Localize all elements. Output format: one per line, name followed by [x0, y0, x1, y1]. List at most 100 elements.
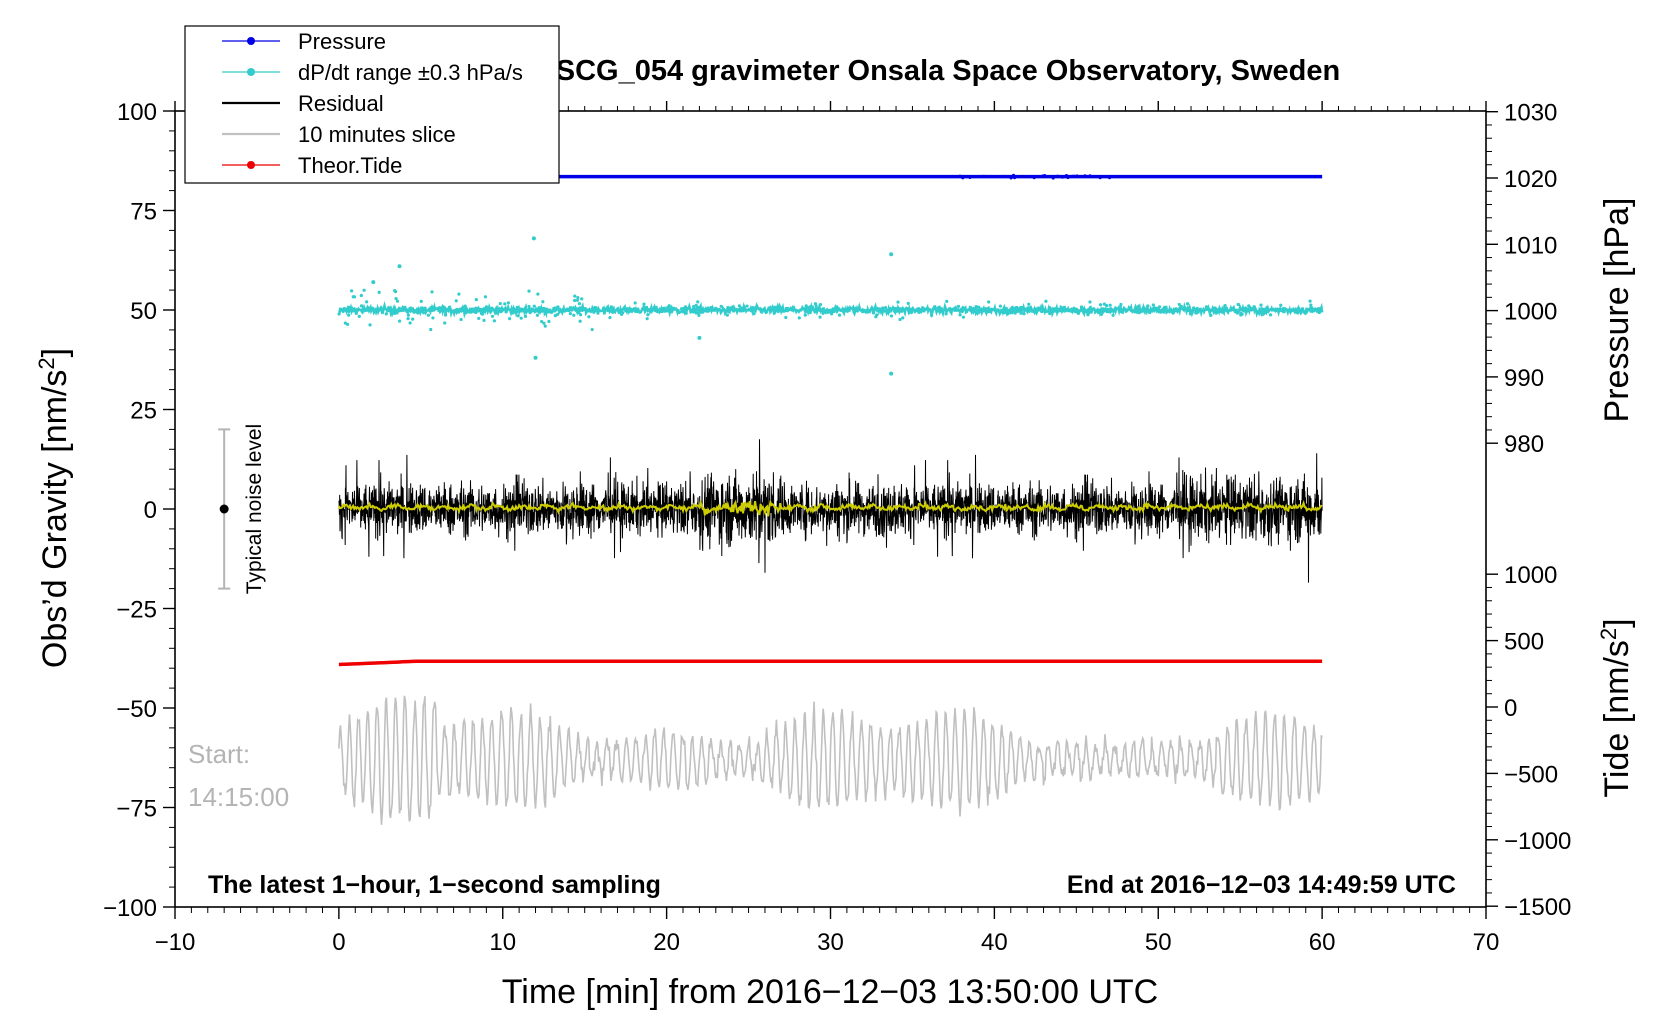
dpdt-point: [830, 312, 834, 316]
dpdt-point: [1022, 312, 1026, 316]
y-tick-label: 100: [117, 99, 157, 126]
pressure-point: [1088, 174, 1092, 178]
dpdt-point: [690, 308, 694, 312]
dpdt-point: [398, 308, 402, 312]
dpdt-point: [498, 309, 502, 313]
dpdt-point: [945, 299, 949, 303]
noise-level-indicator: [218, 428, 231, 590]
dpdt-point: [443, 321, 447, 325]
dpdt-point: [969, 308, 973, 313]
pressure-point: [1064, 174, 1068, 178]
dpdt-point: [961, 315, 966, 319]
dpdt-point: [596, 308, 600, 312]
y-tick-label: −25: [116, 597, 157, 624]
dpdt-point: [1054, 309, 1058, 313]
dpdt-point: [706, 308, 711, 313]
dpdt-point: [805, 309, 809, 313]
dpdt-point: [964, 308, 968, 312]
pressure-point: [1043, 173, 1047, 177]
pressure-point: [949, 175, 953, 179]
dpdt-point: [575, 298, 580, 302]
pressure-tick-label: 990: [1504, 365, 1544, 392]
dpdt-point: [1105, 309, 1109, 314]
dpdt-point: [1209, 313, 1213, 317]
dpdt-point: [960, 309, 964, 314]
pressure-point: [1013, 176, 1017, 180]
dpdt-point: [540, 306, 544, 311]
x-tick-label: 10: [489, 929, 516, 956]
dpdt-point: [1214, 311, 1218, 315]
dpdt-point: [523, 314, 527, 318]
pressure-point: [1032, 176, 1036, 180]
dpdt-point: [503, 302, 507, 306]
y-axis-title-tide: Tide [nm/s2]: [1596, 618, 1637, 797]
dpdt-point: [1266, 309, 1270, 314]
dpdt-point: [901, 316, 905, 320]
dpdt-point: [590, 327, 594, 332]
series-layer: [337, 173, 1324, 825]
dpdt-point: [1236, 302, 1240, 307]
x-tick-label: 30: [817, 929, 844, 956]
dpdt-point: [1105, 303, 1109, 308]
dpdt-point: [1164, 306, 1168, 310]
dpdt-point: [752, 312, 756, 316]
dpdt-point: [572, 313, 576, 317]
dpdt-point: [624, 306, 628, 311]
dpdt-outlier: [371, 280, 376, 285]
dpdt-outlier: [397, 264, 402, 269]
dpdt-point: [376, 307, 380, 311]
dpdt-point: [837, 313, 842, 317]
dpdt-point: [430, 290, 434, 294]
dpdt-point: [875, 313, 879, 317]
dpdt-point: [684, 311, 688, 315]
dpdt-point: [1108, 303, 1112, 307]
pressure-point: [1011, 173, 1015, 177]
dpdt-point: [578, 313, 583, 317]
dpdt-point: [1133, 310, 1137, 314]
legend-label: Theor.Tide: [298, 153, 402, 178]
dpdt-point: [1086, 308, 1090, 312]
legend-marker: [247, 68, 255, 76]
dpdt-point: [1190, 310, 1194, 314]
dpdt-point: [1111, 313, 1115, 317]
dpdt-point: [519, 316, 523, 320]
start-time: 14:15:00: [188, 782, 289, 812]
dpdt-point: [1038, 307, 1042, 312]
dpdt-point: [362, 288, 366, 292]
dpdt-point: [696, 300, 700, 304]
dpdt-point: [1268, 313, 1273, 317]
dpdt-point: [642, 302, 646, 306]
dpdt-point: [469, 310, 473, 314]
dpdt-point: [482, 307, 486, 311]
dpdt-point: [1157, 305, 1162, 309]
dpdt-point: [566, 308, 571, 312]
x-tick-label: 0: [332, 929, 345, 956]
dpdt-point: [1185, 302, 1190, 306]
dpdt-point: [431, 316, 435, 320]
dpdt-point: [856, 307, 860, 311]
y-axis-title-left: Obs’d Gravity [nm/s2]: [34, 348, 75, 668]
dpdt-outlier: [697, 335, 702, 340]
slice-series: [338, 695, 1323, 825]
dpdt-point: [829, 308, 833, 313]
dpdt-point: [667, 304, 671, 308]
dpdt-point: [345, 322, 350, 326]
dpdt-point: [797, 316, 801, 320]
dpdt-point: [1154, 306, 1158, 310]
dpdt-point: [697, 313, 701, 317]
dpdt-point: [535, 309, 539, 313]
dpdt-point: [490, 314, 495, 318]
pressure-point: [968, 176, 972, 180]
dpdt-point: [1101, 310, 1105, 314]
dpdt-point: [492, 319, 497, 323]
dpdt-point: [1245, 307, 1249, 311]
dpdt-point: [422, 311, 426, 315]
dpdt-point: [896, 300, 900, 304]
dpdt-point: [938, 309, 942, 313]
dpdt-point: [377, 290, 381, 294]
dpdt-point: [347, 313, 351, 317]
dpdt-point: [459, 307, 463, 311]
dpdt-point: [1309, 303, 1313, 307]
dpdt-point: [480, 312, 485, 316]
